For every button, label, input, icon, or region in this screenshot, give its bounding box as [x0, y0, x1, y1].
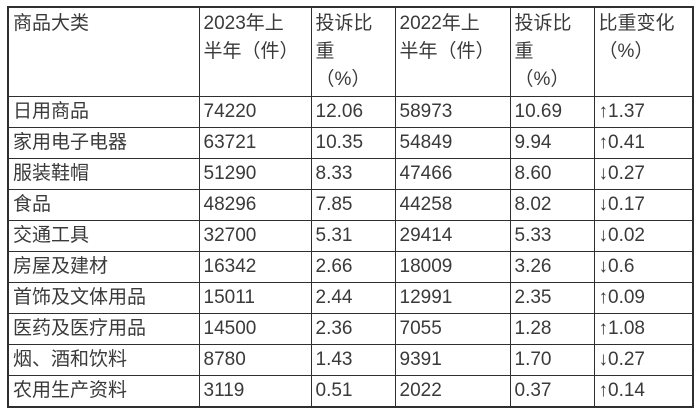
cell-2022-share: 2.35	[509, 282, 595, 314]
cell-2022-share: 0.37	[509, 375, 595, 408]
cell-category: 烟、酒和饮料	[7, 344, 200, 376]
cell-2022-share: 9.94	[509, 127, 595, 159]
cell-share-change: ↑0.14	[593, 375, 694, 408]
cell-2022-count: 58973	[394, 96, 511, 128]
cell-category: 医药及医疗用品	[7, 313, 200, 345]
col-header-category: 商品大类	[7, 6, 200, 97]
complaints-table: 商品大类 2023年上 半年（件） 投诉比 重 （%） 2022年上 半年（件）…	[7, 6, 694, 408]
cell-share-change: ↓0.02	[593, 220, 694, 252]
table-row: 家用电子电器 63721 10.35 54849 9.94 ↑0.41	[7, 127, 694, 159]
cell-share-change: ↓0.27	[593, 158, 694, 190]
table-row: 医药及医疗用品 14500 2.36 7055 1.28 ↑1.08	[7, 313, 694, 345]
cell-2022-count: 7055	[394, 313, 511, 345]
cell-2022-share: 5.33	[509, 220, 595, 252]
cell-2022-share: 8.60	[509, 158, 595, 190]
cell-share-change: ↓0.6	[593, 251, 694, 283]
table-row: 烟、酒和饮料 8780 1.43 9391 1.70 ↓0.27	[7, 344, 694, 376]
cell-2022-count: 29414	[394, 220, 511, 252]
table-row: 日用商品 74220 12.06 58973 10.69 ↑1.37	[7, 96, 694, 128]
cell-2022-share: 3.26	[509, 251, 595, 283]
cell-2022-count: 18009	[394, 251, 511, 283]
cell-share-change: ↑0.09	[593, 282, 694, 314]
cell-share-change: ↑1.08	[593, 313, 694, 345]
cell-2022-share: 8.02	[509, 189, 595, 221]
cell-category: 食品	[7, 189, 200, 221]
col-header-2022-share: 投诉比 重 （%）	[509, 6, 595, 97]
cell-2023-count: 48296	[198, 189, 312, 221]
cell-category: 首饰及文体用品	[7, 282, 200, 314]
cell-2023-count: 14500	[198, 313, 312, 345]
cell-share-change: ↑0.41	[593, 127, 694, 159]
cell-category: 交通工具	[7, 220, 200, 252]
col-header-2023-count: 2023年上 半年（件）	[198, 6, 312, 97]
col-header-share-change: 比重变化 （%）	[593, 6, 694, 97]
cell-category: 家用电子电器	[7, 127, 200, 159]
cell-2023-share: 1.43	[310, 344, 396, 376]
cell-2023-share: 8.33	[310, 158, 396, 190]
cell-2023-share: 2.44	[310, 282, 396, 314]
cell-share-change: ↑1.37	[593, 96, 694, 128]
cell-2023-count: 8780	[198, 344, 312, 376]
cell-2022-share: 1.28	[509, 313, 595, 345]
table-header-row: 商品大类 2023年上 半年（件） 投诉比 重 （%） 2022年上 半年（件）…	[7, 6, 694, 97]
table-row: 房屋及建材 16342 2.66 18009 3.26 ↓0.6	[7, 251, 694, 283]
table-row: 食品 48296 7.85 44258 8.02 ↓0.17	[7, 189, 694, 221]
cell-2023-share: 12.06	[310, 96, 396, 128]
cell-2022-count: 2022	[394, 375, 511, 408]
cell-2022-count: 12991	[394, 282, 511, 314]
cell-2023-share: 7.85	[310, 189, 396, 221]
cell-2022-share: 10.69	[509, 96, 595, 128]
cell-2023-count: 32700	[198, 220, 312, 252]
cell-2023-count: 74220	[198, 96, 312, 128]
cell-2023-share: 2.66	[310, 251, 396, 283]
cell-2023-count: 51290	[198, 158, 312, 190]
cell-2022-share: 1.70	[509, 344, 595, 376]
table-row: 首饰及文体用品 15011 2.44 12991 2.35 ↑0.09	[7, 282, 694, 314]
col-header-2022-count: 2022年上 半年（件）	[394, 6, 511, 97]
cell-2023-share: 10.35	[310, 127, 396, 159]
cell-2023-share: 2.36	[310, 313, 396, 345]
table-row: 交通工具 32700 5.31 29414 5.33 ↓0.02	[7, 220, 694, 252]
cell-2023-share: 0.51	[310, 375, 396, 408]
cell-2022-count: 9391	[394, 344, 511, 376]
cell-category: 服装鞋帽	[7, 158, 200, 190]
cell-2022-count: 44258	[394, 189, 511, 221]
cell-2022-count: 54849	[394, 127, 511, 159]
cell-2023-count: 3119	[198, 375, 312, 408]
col-header-2023-share: 投诉比 重 （%）	[310, 6, 396, 97]
cell-category: 农用生产资料	[7, 375, 200, 408]
table-row: 农用生产资料 3119 0.51 2022 0.37 ↑0.14	[7, 375, 694, 408]
cell-2023-share: 5.31	[310, 220, 396, 252]
cell-category: 房屋及建材	[7, 251, 200, 283]
cell-share-change: ↓0.27	[593, 344, 694, 376]
table-row: 服装鞋帽 51290 8.33 47466 8.60 ↓0.27	[7, 158, 694, 190]
cell-2023-count: 15011	[198, 282, 312, 314]
cell-2022-count: 47466	[394, 158, 511, 190]
cell-category: 日用商品	[7, 96, 200, 128]
cell-2023-count: 63721	[198, 127, 312, 159]
cell-share-change: ↓0.17	[593, 189, 694, 221]
cell-2023-count: 16342	[198, 251, 312, 283]
